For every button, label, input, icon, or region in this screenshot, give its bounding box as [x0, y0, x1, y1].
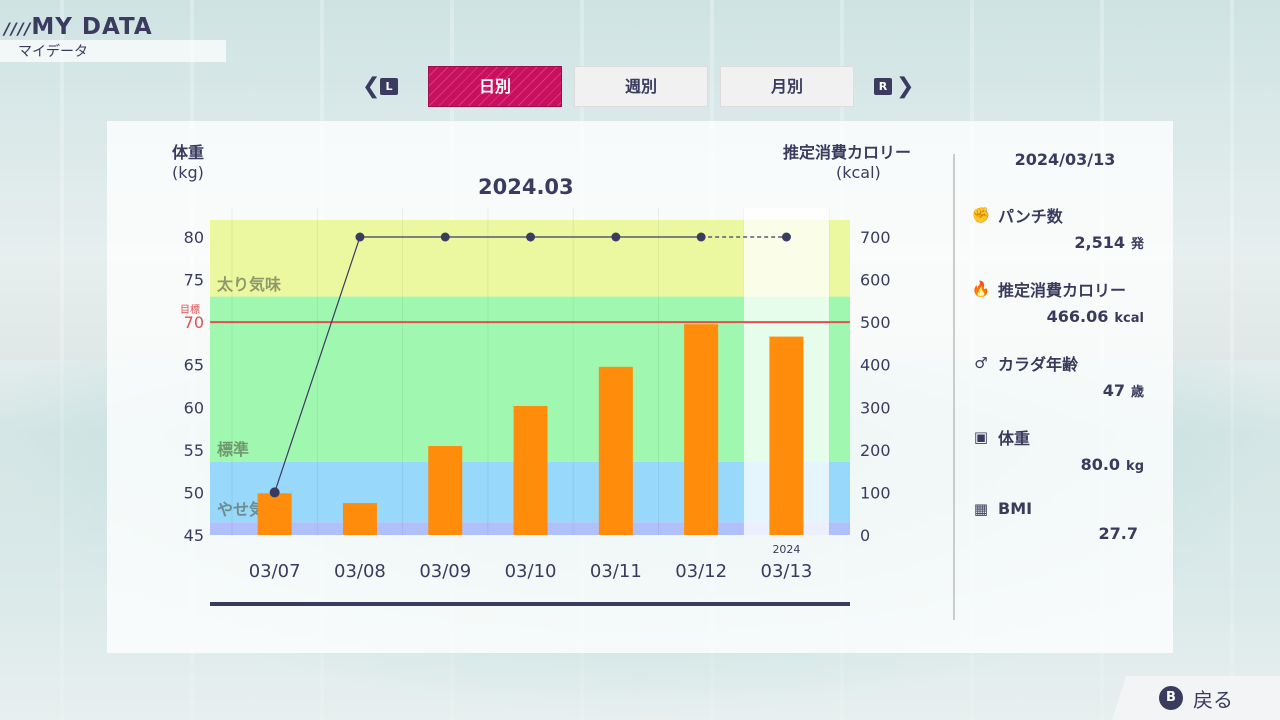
summary-item: ✊ パンチ数 2,514 発 [970, 203, 1160, 252]
left-tick-label: 55 [184, 441, 204, 460]
right-tick-label: 500 [860, 313, 891, 332]
summary-value: 80.0 [1080, 455, 1121, 474]
x-tick-label: 03/11 [590, 561, 642, 582]
chart-period: 2024.03 [478, 175, 574, 199]
summary-value: 47 [1102, 381, 1125, 400]
x-tick-label: 03/13 [761, 561, 813, 582]
title-text: MY DATA [31, 14, 153, 40]
summary-item: ▦ BMI 27.7 [970, 499, 1160, 543]
tab-daily[interactable]: 日別 [428, 66, 562, 107]
right-tick-label: 400 [860, 356, 891, 375]
calculator-icon: ▦ [973, 499, 989, 518]
summary-unit: kcal [1114, 311, 1144, 326]
calorie-bar [598, 366, 633, 535]
summary-value: 27.7 [1098, 524, 1138, 543]
right-tick-label: 0 [860, 526, 870, 545]
right-tick-label: 300 [860, 398, 891, 417]
summary-value: 2,514 [1074, 233, 1125, 252]
weight-point [781, 232, 791, 242]
target-label: 目標 [180, 303, 200, 316]
left-tick-label: 80 [184, 228, 204, 247]
tab-weekly[interactable]: 週別 [574, 66, 708, 107]
x-tick-label: 03/10 [505, 561, 557, 582]
weight-point [440, 232, 450, 242]
left-tick-label: 65 [184, 356, 204, 375]
summary-label: 推定消費カロリー [998, 281, 1127, 300]
summary-label: パンチ数 [998, 207, 1063, 226]
left-tick-label: 60 [184, 398, 204, 417]
right-tick-label: 200 [860, 441, 891, 460]
divider [953, 154, 955, 620]
period-tabs: ❮ L 日別 週別 月別 R ❯ [362, 66, 914, 107]
calorie-bar [342, 503, 377, 535]
left-axis-title: 体重 [172, 143, 205, 162]
b-button-icon: B [1159, 686, 1183, 710]
right-tick-label: 600 [860, 271, 891, 290]
left-axis-unit: (kg) [172, 163, 204, 182]
weight-point [355, 232, 365, 242]
boxing-glove-icon: ✊ [971, 206, 991, 224]
left-tick-label: 45 [184, 526, 204, 545]
year-label: 2024 [772, 543, 800, 556]
screen-title: ////MY DATA [0, 14, 226, 40]
summary-label: カラダ年齢 [998, 355, 1079, 374]
body-icon: ♂ [974, 354, 988, 372]
x-tick-label: 03/12 [675, 561, 727, 582]
summary-unit: 歳 [1130, 385, 1144, 400]
calorie-bar [769, 336, 804, 535]
r-button-icon: R [874, 78, 892, 95]
l-button-icon: L [380, 78, 398, 95]
right-tick-label: 700 [860, 228, 891, 247]
summary-date: 2024/03/13 [1014, 150, 1116, 169]
calorie-bar [684, 324, 719, 535]
calorie-bar [513, 406, 548, 535]
flame-icon: 🔥 [971, 280, 991, 298]
calorie-bar [257, 493, 292, 535]
x-tick-label: 03/07 [249, 561, 301, 582]
scale-icon: ▣ [973, 428, 989, 446]
x-tick-label: 03/08 [334, 561, 386, 582]
tab-monthly[interactable]: 月別 [720, 66, 854, 107]
screen-subtitle: マイデータ [0, 40, 226, 62]
calorie-bar [428, 446, 463, 535]
back-label: 戻る [1193, 687, 1233, 712]
screen-header: ////MY DATA マイデータ [0, 14, 226, 62]
x-tick-label: 03/09 [419, 561, 471, 582]
chevron-right-icon[interactable]: ❯ [896, 74, 915, 99]
chevron-left-icon[interactable]: ❮ [362, 74, 381, 99]
left-tick-label: 50 [184, 483, 204, 502]
summary-label: 体重 [998, 429, 1031, 448]
zone-label: 標準 [217, 440, 249, 459]
stripes-icon: //// [4, 19, 32, 38]
chart-scrollbar [210, 602, 850, 606]
weight-point [611, 232, 621, 242]
weight-point [696, 232, 706, 242]
summary-value: 466.06 [1046, 307, 1109, 326]
left-tick-label: 75 [184, 271, 204, 290]
weight-line-segment [274, 236, 361, 493]
summary-unit: 発 [1130, 237, 1144, 252]
weight-point [269, 487, 280, 498]
back-button[interactable]: B 戻る [1112, 676, 1280, 720]
right-axis-title: 推定消費カロリー [783, 143, 912, 162]
weight-point [526, 232, 536, 242]
summary-item: 🔥 推定消費カロリー 466.06 kcal [970, 277, 1160, 326]
right-axis-unit: (kcal) [836, 163, 881, 182]
left-tick-label: 70 [184, 313, 204, 332]
summary-label: BMI [998, 499, 1033, 518]
right-tick-label: 100 [860, 483, 891, 502]
summary-item: ♂ カラダ年齢 47 歳 [970, 351, 1160, 400]
zone-label: 太り気味 [216, 275, 281, 294]
summary-unit: kg [1126, 459, 1144, 474]
summary-item: ▣ 体重 80.0 kg [970, 425, 1160, 474]
